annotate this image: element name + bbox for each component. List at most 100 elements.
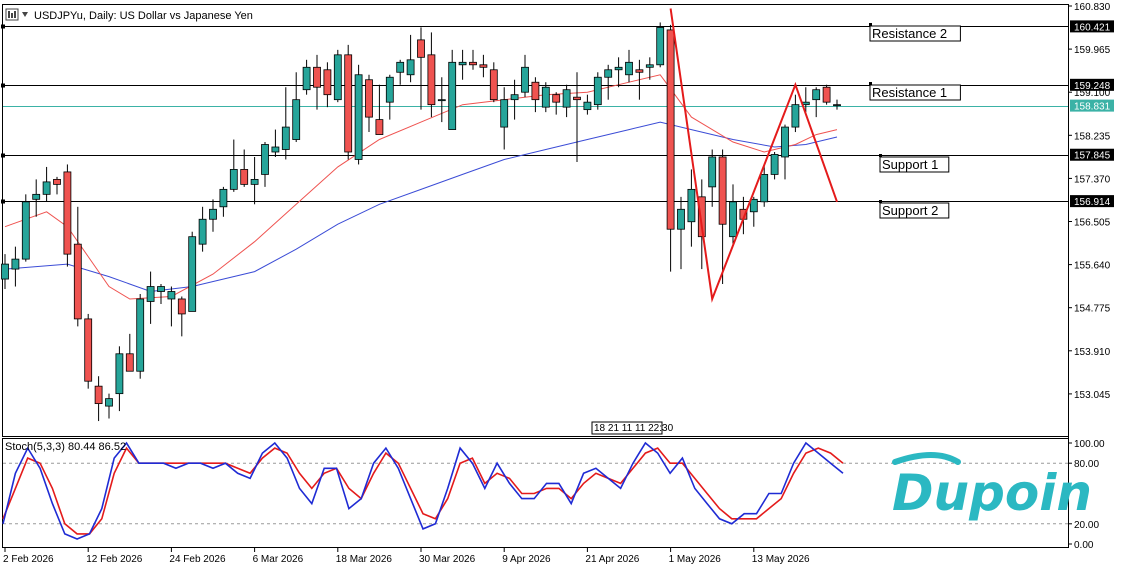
candle [354,74,363,160]
candle [136,298,145,372]
candle [105,398,113,407]
candle [781,126,789,158]
price-badge-label: 157.845 [1074,151,1111,162]
candle [406,59,415,76]
price-tick-label: 158.235 [1074,131,1111,142]
candle [656,27,665,66]
candle [188,236,197,312]
candle [604,69,613,78]
candle [271,146,280,153]
candle [94,385,103,405]
candle [21,201,30,260]
candle [458,61,467,66]
ma-fast-line [4,74,838,300]
candle [469,61,477,66]
price-badge [1070,20,1114,33]
date-tick-label: 1 May 2026 [669,554,722,565]
level-name-handle[interactable] [879,200,882,203]
date-tick-label: 12 Feb 2026 [86,554,143,565]
candle [791,104,800,128]
candle [770,154,779,175]
candle [562,89,571,108]
candle [541,86,550,108]
candle [146,286,155,302]
candle [448,61,457,130]
logo-swoosh [892,452,961,465]
candle [614,66,623,71]
stoch-k-line [2,441,844,540]
ma-slow-line [4,121,838,293]
price-tick-label: 156.505 [1074,217,1111,228]
stoch-tick-label: 80.00 [1074,459,1099,470]
price-badge [1070,99,1114,112]
candle [687,188,696,223]
candle [417,39,425,58]
candle [666,29,675,230]
axis-layer: 160.830 159.965 159.100 158.235 157.370 156.5… [3,2,1114,565]
header-icon-bars [8,11,16,18]
chart-header: USDJPYu, Daily: US Dollar vs Japanese Ye… [5,8,253,22]
price-tick-label: 155.640 [1074,261,1111,272]
candle [84,318,93,382]
level-name-handle[interactable] [869,23,872,26]
candle [157,286,165,292]
candle [11,258,20,270]
candle [500,99,509,128]
level-name-label: Resistance 2 [872,26,947,41]
level-handle-3[interactable] [1,153,5,158]
price-tick-label: 153.910 [1074,347,1111,358]
price-tick-label: 157.370 [1074,174,1111,185]
level-name-box [879,156,950,173]
header-dropdown-icon[interactable] [22,12,28,17]
price-tick-label: 160.830 [1074,2,1111,13]
price-tick-label: 153.045 [1074,390,1111,401]
candle [344,54,353,153]
price-badge-label: 160.421 [1074,22,1111,33]
price-badge-label: 158.831 [1074,102,1111,113]
candle [697,196,706,238]
dupoin-logo: Dupoin [892,452,1092,522]
candle [323,69,332,96]
candle [573,96,581,101]
candle [125,353,134,372]
level-name-box [869,25,961,42]
candle [365,79,373,118]
price-tick-label: 154.775 [1074,304,1111,315]
period-marker-box [591,421,663,435]
level-name-label: Support 2 [882,203,938,218]
level-name-handle[interactable] [869,82,872,85]
stoch-tick-label: 0.00 [1074,540,1094,551]
price-tick-label: 159.965 [1074,45,1111,56]
level-name-handle[interactable] [879,154,882,157]
candle [302,66,311,91]
symbol-title: USDJPYu, Daily: US Dollar vs Japanese Ye… [34,10,253,22]
date-tick-label: 18 Mar 2026 [336,554,393,565]
level-name-label: Resistance 1 [872,85,947,100]
level-name-label: Support 1 [882,157,938,172]
candle [1,263,9,280]
stoch-tick-label: 100.00 [1074,439,1105,450]
candle [593,76,602,106]
candle [167,291,176,300]
candle [427,54,436,106]
date-tick-label: 21 Apr 2026 [585,554,639,565]
candle [229,169,238,190]
date-tick-label: 13 May 2026 [752,554,810,565]
level-handle-0[interactable] [1,24,5,29]
candle [73,243,82,320]
level-name-box [869,84,961,101]
candle [677,208,685,230]
price-tick-label: 159.100 [1074,88,1111,99]
date-tick-label: 30 Mar 2026 [419,554,476,565]
main-panel-frame [2,4,1069,437]
level-handle-1[interactable] [1,83,5,88]
level-handle-4[interactable] [1,199,5,204]
candle [209,208,217,220]
candle [531,81,540,101]
candle [729,201,737,238]
candle [718,156,727,225]
price-badge [1070,78,1114,91]
candle [645,64,654,68]
period-marker-text: 18 21 11 11 22:30 [594,423,674,434]
